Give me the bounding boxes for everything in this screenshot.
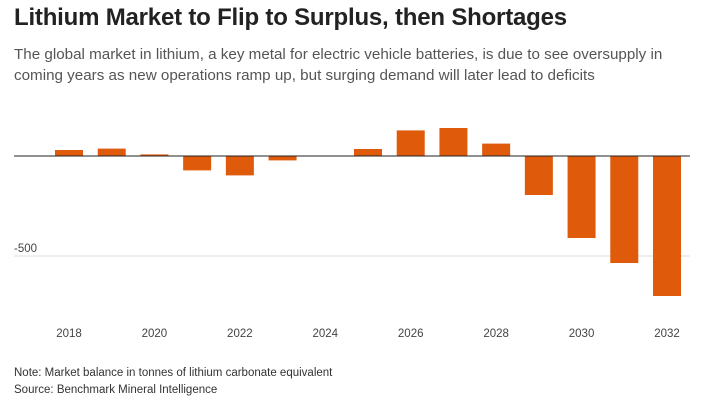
bar-2021: [183, 156, 212, 171]
x-tick-label: 2032: [654, 328, 680, 340]
bar-2030: [567, 156, 596, 238]
bar-series: [55, 128, 681, 296]
x-tick-label: 2020: [142, 328, 168, 340]
chart-subtitle: The global market in lithium, a key meta…: [14, 46, 663, 84]
bar-2022: [225, 156, 254, 176]
chart-title: Lithium Market to Flip to Surplus, then …: [14, 4, 567, 31]
bar-2025: [354, 149, 382, 156]
x-tick-label: 2028: [483, 328, 509, 340]
x-tick-label: 2018: [56, 328, 82, 340]
bar-2019: [97, 148, 126, 156]
bar-2026: [396, 130, 425, 156]
bar-2018: [55, 150, 83, 156]
bar-2029: [524, 156, 553, 195]
tick-labels: -500 2018 2020 2022 2024 2026 2028 2030 2032: [14, 243, 680, 340]
y-tick-label: -500: [14, 243, 37, 255]
bar-2027: [439, 128, 468, 156]
bar-2020: [140, 154, 169, 156]
bar-2028: [482, 143, 511, 156]
chart-source: Source: Benchmark Mineral Intelligence: [14, 384, 218, 396]
bar-2023: [268, 156, 297, 161]
x-tick-label: 2022: [227, 328, 253, 340]
x-tick-label: 2024: [312, 328, 338, 340]
chart-note: Note: Market balance in tonnes of lithiu…: [14, 367, 333, 379]
chart-footer: Note: Market balance in tonnes of lithiu…: [14, 365, 332, 399]
x-tick-label: 2030: [569, 328, 595, 340]
bar-2032: [653, 156, 681, 296]
bar-2031: [610, 156, 639, 263]
x-tick-label: 2026: [398, 328, 424, 340]
